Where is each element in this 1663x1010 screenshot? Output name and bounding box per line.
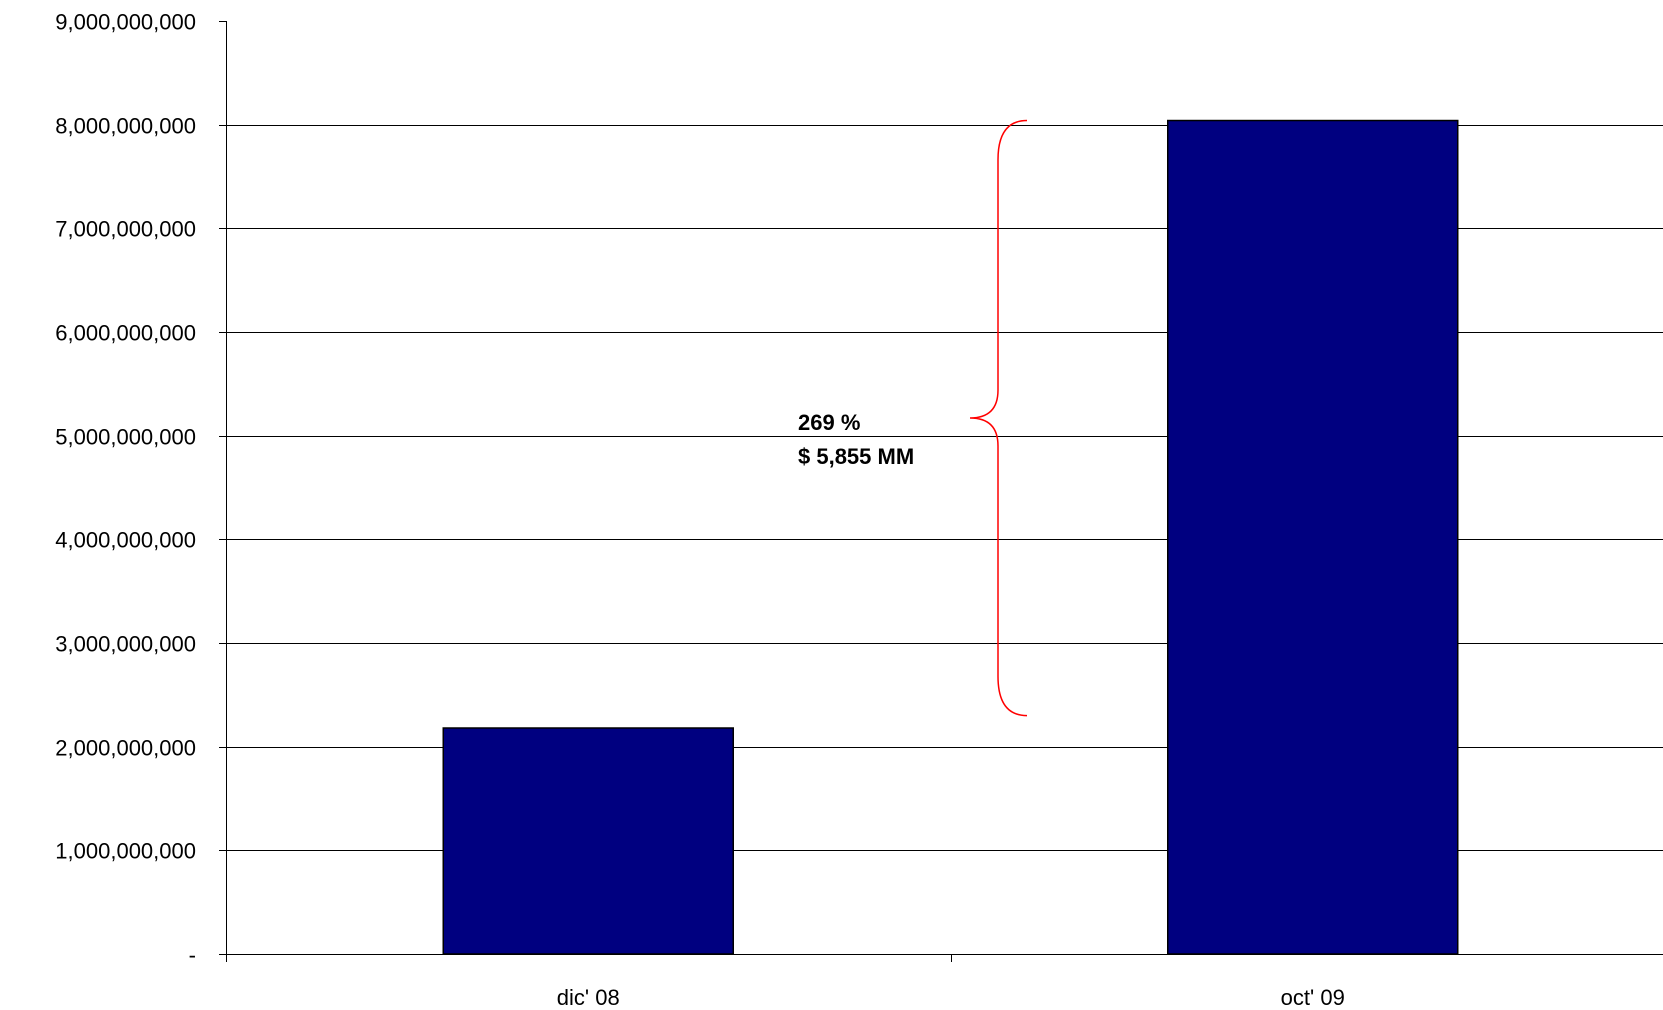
- y-tick-label: 1,000,000,000: [55, 839, 196, 864]
- brace-annotation: [969, 119, 1028, 717]
- bar: [1167, 119, 1459, 955]
- x-category-label: oct' 09: [1281, 985, 1345, 1010]
- annotation-amount: $ 5,855 MM: [798, 444, 914, 469]
- y-tick-label: 6,000,000,000: [55, 321, 196, 346]
- y-tick-label: 4,000,000,000: [55, 528, 196, 553]
- y-tick-label: 5,000,000,000: [55, 425, 196, 450]
- y-tick-label: 3,000,000,000: [55, 632, 196, 657]
- y-tick-label: -: [189, 943, 196, 968]
- bar: [442, 727, 734, 955]
- y-tick-label: 9,000,000,000: [55, 10, 196, 35]
- labels: - 1,000,000,000 2,000,000,000 3,000,000,000…: [55, 10, 1345, 1010]
- x-category-label: dic' 08: [557, 985, 620, 1010]
- bars: [442, 119, 1459, 955]
- y-tick-label: 2,000,000,000: [55, 736, 196, 761]
- y-tick-label: 7,000,000,000: [55, 217, 196, 242]
- annotation: 269 % $ 5,855 MM: [798, 119, 1028, 717]
- annotation-percent: 269 %: [798, 410, 860, 435]
- y-tick-label: 8,000,000,000: [55, 114, 196, 139]
